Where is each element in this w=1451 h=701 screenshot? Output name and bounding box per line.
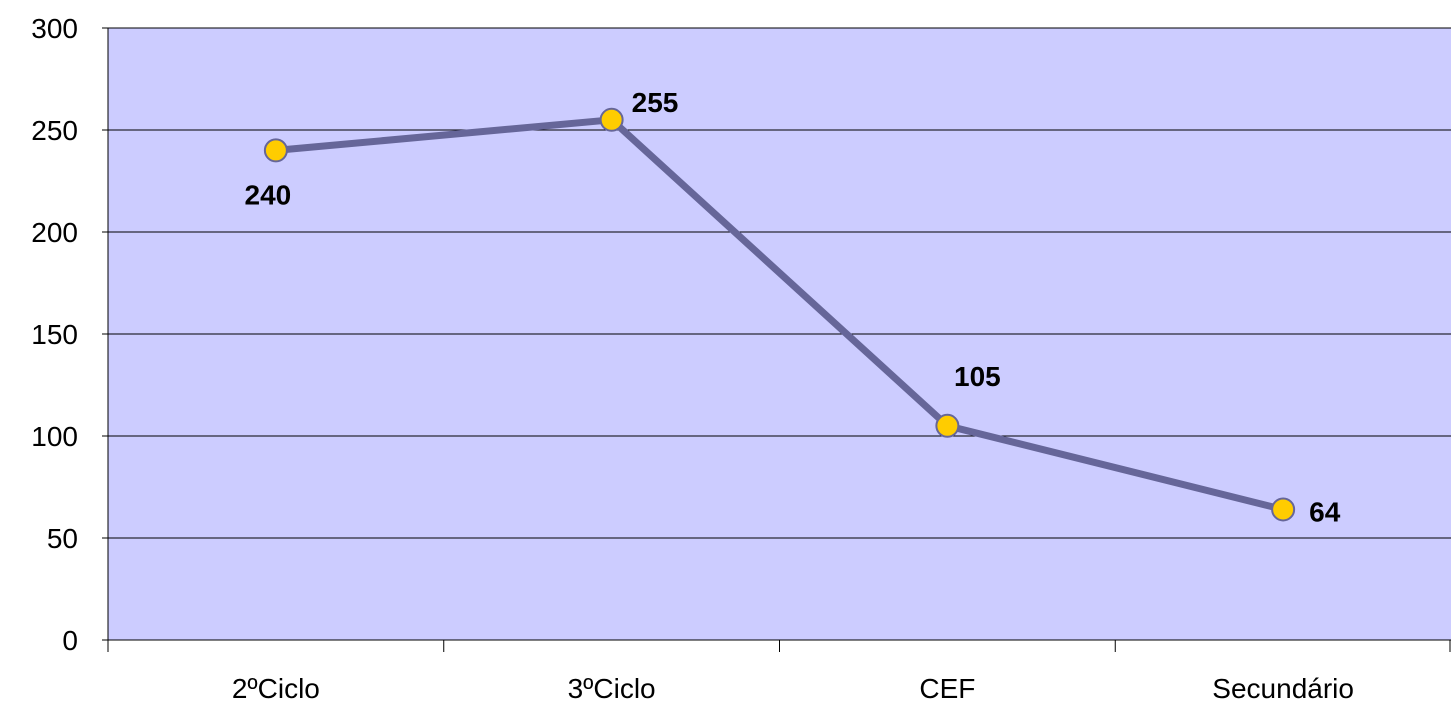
y-tick-label: 250 — [31, 115, 78, 146]
y-axis-tick-labels: 0 50 100 150 200 250 300 — [31, 13, 78, 656]
data-label: 240 — [245, 179, 292, 210]
data-label: 255 — [632, 87, 679, 118]
data-labels: 240 255 105 64 — [245, 87, 1341, 528]
x-tick-label: 2ºCiclo — [232, 673, 320, 701]
data-point — [1271, 497, 1296, 522]
y-tick-label: 200 — [31, 217, 78, 248]
series-group — [263, 107, 1296, 522]
x-tick-label: CEF — [919, 673, 975, 701]
gridlines — [108, 27, 1451, 539]
data-point — [935, 413, 960, 438]
data-label: 105 — [954, 361, 1001, 392]
data-point — [263, 138, 288, 163]
y-tick-label: 300 — [31, 13, 78, 44]
y-tick-label: 100 — [31, 421, 78, 452]
data-label: 64 — [1309, 496, 1341, 527]
data-point — [599, 107, 624, 132]
series-line — [272, 116, 1287, 513]
y-tick-label: 150 — [31, 319, 78, 350]
axes — [102, 27, 1451, 652]
x-tick-label: 3ºCiclo — [568, 673, 656, 701]
y-tick-label: 0 — [62, 625, 78, 656]
x-axis-tick-labels: 2ºCiclo 3ºCiclo CEF Secundário — [232, 673, 1354, 701]
x-tick-label: Secundário — [1212, 673, 1354, 701]
y-tick-label: 50 — [47, 523, 78, 554]
